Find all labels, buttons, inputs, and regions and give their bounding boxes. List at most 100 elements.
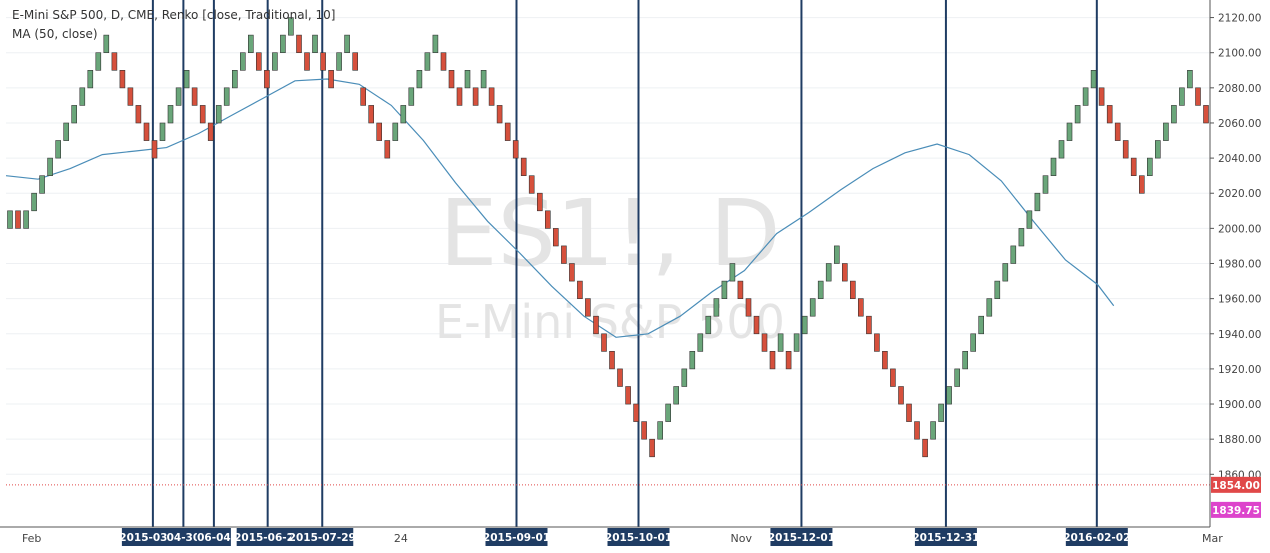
renko-brick — [874, 333, 880, 352]
current-price-label: 1839.75 — [1212, 505, 1260, 517]
renko-brick — [737, 280, 744, 300]
renko-brick — [1042, 175, 1049, 194]
renko-brick — [360, 87, 367, 106]
renko-brick — [95, 52, 102, 71]
renko-brick — [922, 438, 928, 458]
ma-line — [5, 78, 1115, 338]
renko-brick — [304, 52, 310, 71]
price-axis — [1210, 0, 1270, 553]
date-label-bg — [914, 528, 977, 546]
renko-brick — [528, 175, 535, 194]
renko-brick — [561, 245, 567, 264]
renko-brick — [1114, 122, 1121, 141]
renko-brick — [962, 350, 969, 370]
renko-brick — [296, 34, 302, 53]
renko-brick — [617, 368, 623, 387]
renko-brick — [625, 386, 631, 405]
renko-brick — [424, 52, 431, 71]
renko-brick — [769, 350, 776, 370]
renko-brick — [978, 315, 985, 335]
renko-brick — [143, 122, 150, 141]
date-label-bg — [607, 528, 670, 546]
y-tick-label: 1880.00 — [1218, 434, 1261, 446]
renko-brick — [793, 333, 800, 352]
renko-brick — [31, 192, 37, 212]
y-tick-label: 2000.00 — [1218, 223, 1261, 235]
renko-brick — [448, 70, 455, 89]
renko-brick — [986, 298, 993, 317]
renko-brick — [809, 298, 816, 317]
renko-brick — [215, 105, 222, 124]
renko-brick — [825, 263, 832, 282]
renko-brick — [1163, 122, 1169, 141]
price-labels: 1854.00 1839.75 — [1211, 476, 1261, 518]
renko-brick — [400, 105, 407, 124]
date-label-bg — [291, 528, 354, 546]
renko-brick — [232, 70, 238, 89]
indicator-legend[interactable]: MA (50, close) — [12, 27, 98, 41]
renko-brick — [753, 315, 760, 335]
date-label: 2015-06-29 — [234, 532, 301, 544]
renko-brick — [55, 140, 62, 159]
renko-brick — [777, 333, 784, 352]
renko-brick — [207, 122, 214, 141]
renko-brick — [833, 245, 840, 264]
renko-brick — [1066, 122, 1073, 141]
renko-brick — [1130, 157, 1137, 177]
date-label: 04-30 — [167, 532, 201, 544]
renko-brick — [585, 298, 591, 317]
renko-brick — [930, 421, 936, 440]
renko-brick — [633, 403, 639, 422]
renko-brick — [7, 210, 13, 229]
date-label-bg — [166, 528, 201, 546]
renko-brick — [432, 34, 439, 53]
renko-brick — [328, 70, 334, 89]
renko-brick — [175, 87, 182, 106]
x-tick-label: Feb — [22, 532, 41, 545]
x-tick-label: 24 — [394, 532, 408, 545]
date-label-bg — [485, 528, 548, 546]
renko-brick — [15, 210, 21, 229]
renko-brick — [167, 105, 174, 124]
renko-brick — [866, 315, 872, 335]
renko-brick — [255, 52, 262, 71]
renko-brick — [1058, 140, 1065, 159]
renko-brick — [159, 122, 166, 141]
renko-brick — [352, 52, 359, 71]
renko-brick — [151, 140, 158, 159]
date-label: 2015-12-31 — [912, 532, 979, 544]
renko-brick — [472, 87, 479, 106]
renko-brick — [593, 315, 599, 335]
renko-brick — [496, 105, 503, 124]
renko-brick — [39, 175, 45, 194]
renko-brick — [1034, 192, 1041, 212]
renko-brick — [1195, 87, 1201, 106]
renko-brick — [103, 34, 110, 53]
renko-brick — [504, 122, 511, 141]
renko-brick — [745, 298, 752, 317]
renko-brick — [681, 368, 688, 387]
date-label: 06-04 — [197, 532, 231, 544]
y-tick-label: 1960.00 — [1218, 294, 1261, 306]
renko-brick — [817, 280, 824, 300]
renko-brick — [857, 298, 864, 317]
date-label: 2015-09-01 — [483, 532, 550, 544]
renko-brick — [970, 333, 977, 352]
renko-brick — [890, 368, 896, 387]
grid — [6, 17, 1210, 475]
renko-brick — [552, 228, 559, 247]
renko-brick — [914, 421, 920, 440]
renko-brick — [849, 280, 856, 300]
x-tick-label: Mar — [1202, 532, 1223, 545]
renko-brick — [264, 70, 270, 89]
renko-brick — [488, 87, 495, 106]
renko-brick — [312, 34, 318, 53]
chart-title[interactable]: E-Mini S&P 500, D, CME, Renko [close, Tr… — [12, 8, 336, 22]
last-close-label: 1854.00 — [1212, 480, 1260, 492]
renko-brick — [191, 87, 198, 106]
renko-brick — [1155, 140, 1161, 159]
y-tick-label: 2020.00 — [1218, 188, 1261, 200]
renko-brick — [609, 350, 615, 370]
renko-brick — [1074, 105, 1081, 124]
y-tick-label: 2080.00 — [1218, 83, 1261, 95]
